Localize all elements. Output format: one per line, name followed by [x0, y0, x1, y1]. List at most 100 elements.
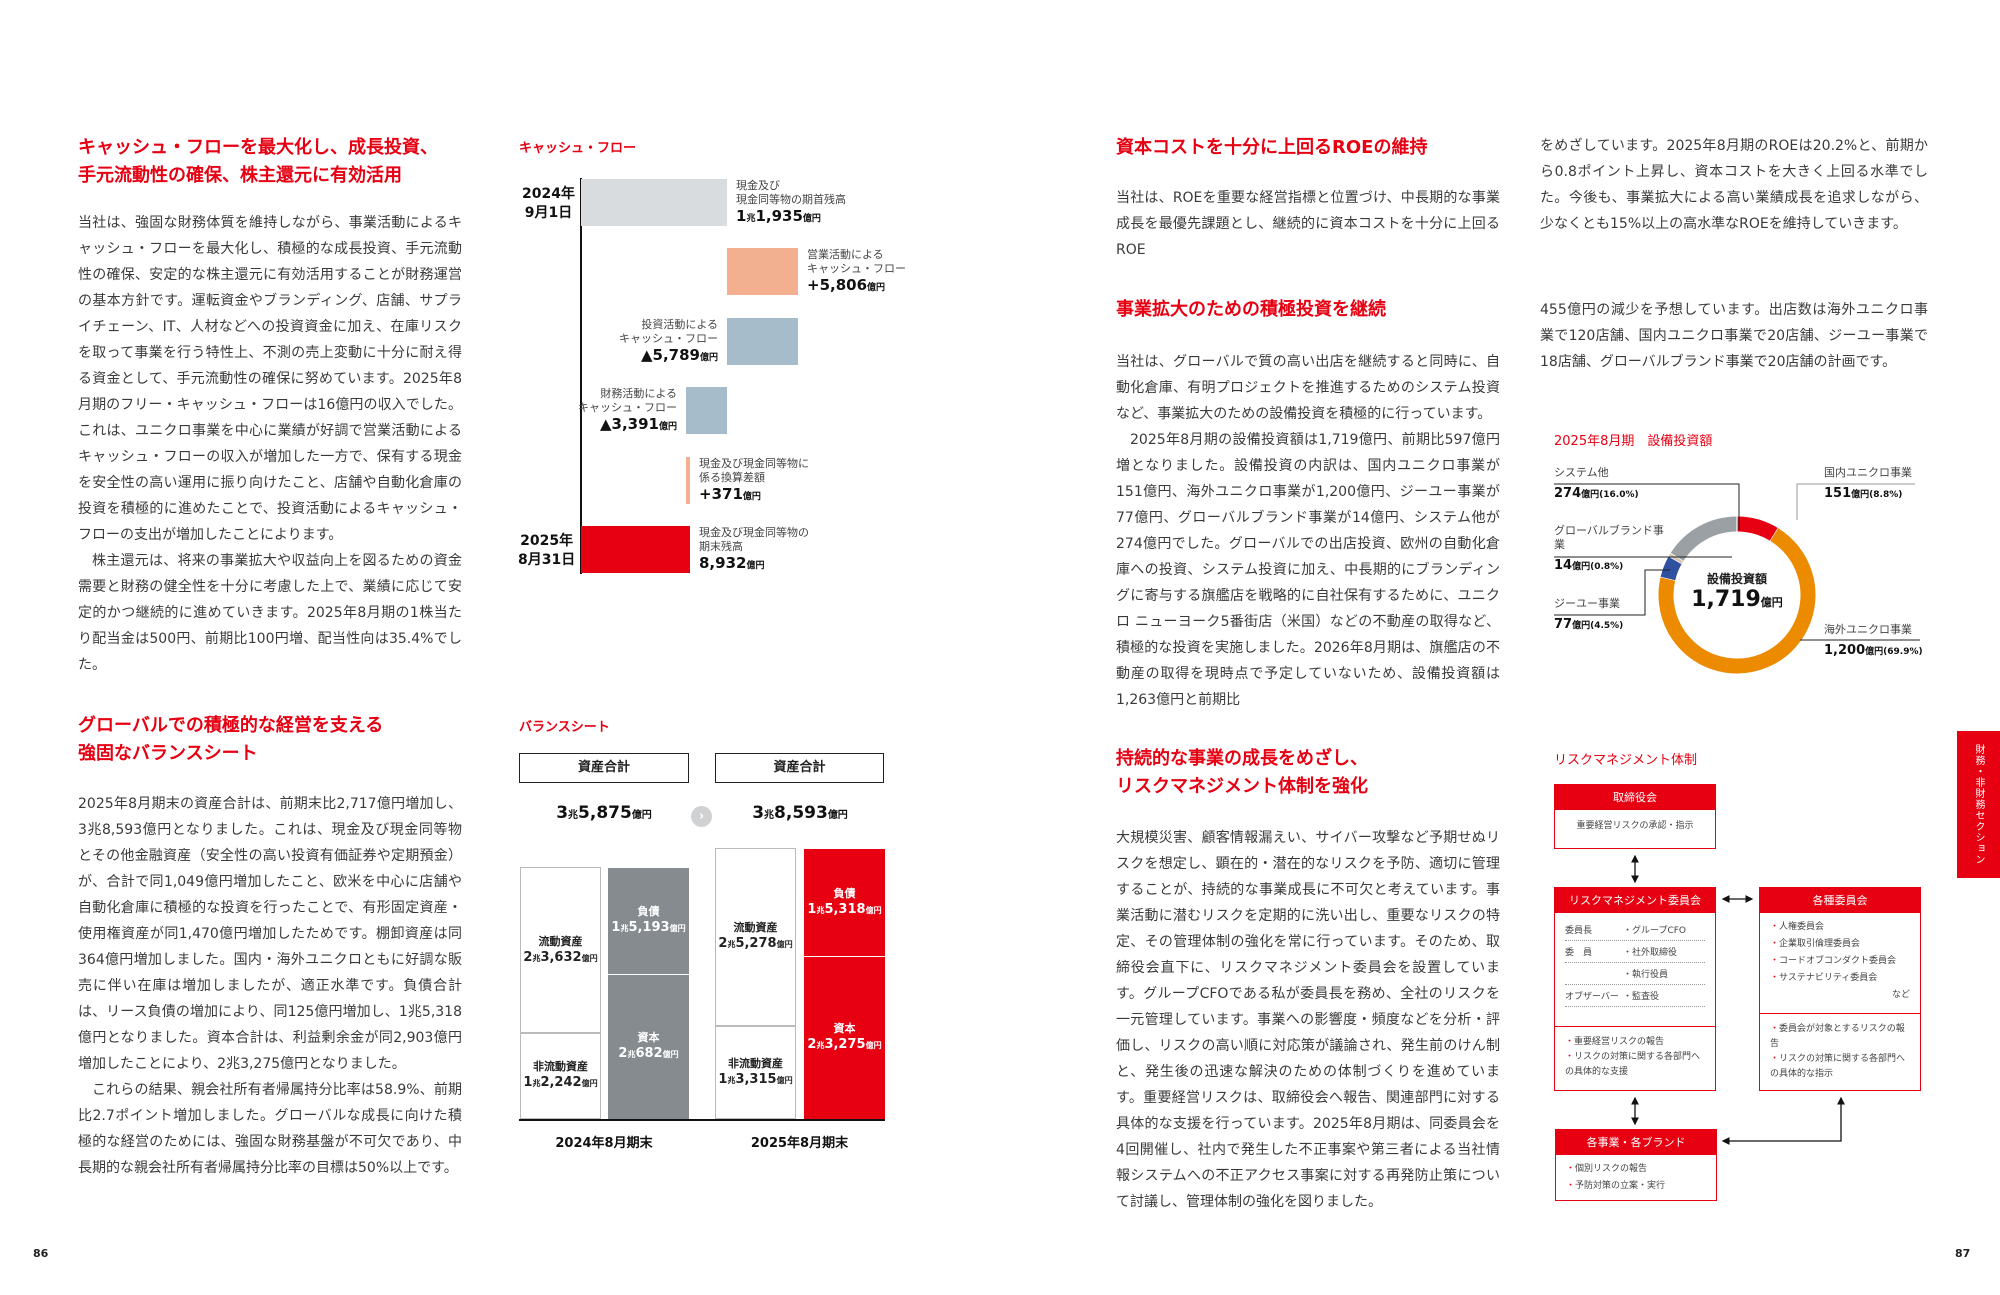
date: 8月31日: [518, 552, 576, 568]
leader-line-domestic: [1796, 483, 1915, 520]
box-text: 重要経営リスクの承認・指示: [1576, 821, 1694, 831]
legend-domestic-uniqlo: 国内ユニクロ事業 151億円(8.8%): [1824, 466, 1912, 501]
center-value: 1,719: [1691, 587, 1761, 612]
risk-body: 大規模災害、顧客情報漏えい、サイバー攻撃など予期せぬリスクを想定し、顕在的・潜在…: [1116, 830, 1500, 1210]
roe-heading: 資本コストを十分に上回るROEの維持: [1116, 137, 1428, 158]
paragraph: これらの結果、親会社所有者帰属持分比率は58.9%、前期比2.7ポイント増加しま…: [78, 1082, 462, 1176]
bs-block-負債: 負債 1兆5,193億円: [608, 867, 689, 974]
business-box: 各事業・各ブランド ・個別リスクの報告 ・予防対策の立案・実行: [1555, 1129, 1717, 1201]
paragraph: 2025年8月期末の資産合計は、前期末比2,717億円増加し、3兆8,593億円…: [78, 796, 462, 1072]
box-title: 各種委員会: [1760, 888, 1920, 913]
value: +371億円: [699, 485, 761, 503]
block-name: 負債: [637, 905, 660, 919]
heading-line: 強固なバランスシート: [78, 743, 258, 764]
capex-donut-chart: [1554, 483, 1920, 674]
legend-global-brand: グローバルブランド事業 14億円(0.8%): [1554, 524, 1674, 573]
committees-box: 各種委員会 ・人権委員会 ・企業取引倫理委員会 ・コードオブコンダクト委員会 ・…: [1759, 887, 1921, 1091]
label: 期末残高: [699, 540, 743, 553]
page-number-right: 87: [1955, 1247, 1971, 1260]
box-title: リスクマネジメント委員会: [1555, 888, 1715, 913]
block-name: 資本: [637, 1031, 660, 1045]
block-name: 資本: [833, 1022, 856, 1036]
donut-center: 設備投資額 1,719億円: [1690, 570, 1784, 612]
legend-overseas-uniqlo: 海外ユニクロ事業 1,200億円(69.9%): [1824, 623, 1923, 658]
donut-slice-4: [1670, 516, 1738, 562]
label: 営業活動による: [807, 248, 884, 261]
bs-block-流動資産: 流動資産 2兆5,278億円: [715, 848, 796, 1026]
donut-slice-1: [1658, 528, 1816, 674]
leader-line-system: [1554, 483, 1740, 530]
waterfall-bar-5: [581, 526, 691, 573]
block-value: 1兆5,193億円: [611, 920, 686, 936]
wf-label-start: 現金及び 現金同等物の期首残高 1兆1,935億円: [736, 179, 846, 225]
risk-diagram-title: リスクマネジメント体制: [1554, 753, 1698, 768]
diagram-arrows: [1631, 854, 1845, 1145]
box-title: 各事業・各ブランド: [1556, 1130, 1716, 1155]
wf-label-end: 現金及び現金同等物の 期末残高 8,932億円: [699, 526, 809, 572]
block-value: 1兆5,318億円: [807, 901, 882, 917]
legend-system: システム他 274億円(16.0%): [1554, 466, 1639, 501]
slice-name: ジーユー事業: [1554, 597, 1620, 610]
waterfall-bar-3: [685, 387, 728, 434]
risk-heading: 持続的な事業の成長をめざし、 リスクマネジメント体制を強化: [1116, 745, 1368, 801]
bs-block-資本: 資本 2兆3,275億円: [804, 955, 885, 1119]
label: キャッシュ・フロー: [807, 262, 906, 275]
label: 投資活動による: [641, 318, 718, 331]
block-name: 非流動資産: [728, 1056, 783, 1070]
heading-line: グローバルでの積極的な経営を支える: [78, 715, 384, 736]
waterfall-bar-4: [685, 457, 691, 504]
block-value: 2兆3,275億円: [807, 1037, 882, 1053]
block-name: 負債: [833, 886, 856, 900]
value: ▲5,789億円: [641, 346, 718, 364]
slice-name: グローバルブランド事業: [1554, 524, 1664, 551]
year: 2024年: [522, 186, 575, 202]
date: 9月1日: [524, 205, 573, 221]
bs-block-資本: 資本 2兆682億円: [608, 973, 689, 1119]
value: 1兆1,935億円: [736, 207, 821, 225]
center-label: 設備投資額: [1706, 572, 1767, 586]
roe-body-part2: をめざしています。2025年8月期のROEは20.2%と、前期から0.8ポイント…: [1540, 138, 1928, 232]
roe-body-part1: 当社は、ROEを重要な経営指標と位置づけ、中長期的な事業成長を最優先課題とし、継…: [1116, 190, 1500, 258]
year: 2025年: [520, 533, 574, 549]
wf-label-operating: 営業活動による キャッシュ・フロー +5,806億円: [807, 248, 906, 294]
label: 財務活動による: [600, 387, 677, 400]
capex-body: 当社は、グローバルで質の高い出店を継続すると同時に、自動化倉庫、有明プロジェクト…: [1116, 349, 1500, 713]
label: 現金及び現金同等物に: [699, 457, 809, 470]
block-name: 流動資産: [733, 921, 778, 935]
cashflow-chart-title: キャッシュ・フロー: [519, 141, 637, 156]
waterfall-bar-2: [727, 318, 799, 365]
legend-gu: ジーユー事業 77億円(4.5%): [1554, 597, 1624, 632]
wf-label-financing: 財務活動による キャッシュ・フロー ▲3,391億円: [560, 387, 677, 433]
end-date-label: 2025年 8月31日: [518, 532, 575, 570]
label: 現金及び: [736, 179, 780, 192]
box-title: 取締役会: [1555, 785, 1715, 810]
start-date-label: 2024年 9月1日: [522, 185, 575, 223]
member-list: 委員長 ・グループCFO 委 員・社外取締役 ・執行役員 オブザーバー ・監査役: [1555, 913, 1715, 1027]
total-assets-box-2025: 資産合計: [715, 753, 884, 783]
waterfall-axis: [580, 178, 582, 574]
bs-block-負債: 負債 1兆5,318億円: [804, 848, 885, 956]
label: 現金同等物の期首残高: [736, 193, 846, 206]
leader-line-gu: [1554, 569, 1670, 616]
capex-chart-title: 2025年8月期 設備投資額: [1554, 434, 1713, 449]
value: 8,932億円: [699, 554, 765, 572]
wf-label-fx: 現金及び現金同等物に 係る換算差額 +371億円: [699, 457, 809, 503]
paragraph: 当社は、グローバルで質の高い出店を継続すると同時に、自動化倉庫、有明プロジェクト…: [1116, 354, 1500, 422]
bs-block-流動資産: 流動資産 2兆3,632億円: [520, 867, 601, 1034]
cashflow-heading: キャッシュ・フローを最大化し、成長投資、 手元流動性の確保、株主還元に有効活用: [78, 134, 438, 190]
section-side-tab[interactable]: 財務・非財務セクション: [1957, 731, 2000, 878]
donut-slice-0: [1736, 516, 1779, 542]
block-value: 1兆2,242億円: [523, 1075, 598, 1091]
slice-name: 海外ユニクロ事業: [1824, 623, 1912, 636]
leader-lines: [1554, 483, 1920, 641]
wf-label-investing: 投資活動による キャッシュ・フロー ▲5,789億円: [600, 318, 718, 364]
period-label-2024: 2024年8月期末: [555, 1136, 653, 1151]
arrow-business-committees: [1721, 1096, 1845, 1145]
block-value: 2兆682億円: [618, 1046, 679, 1062]
block-value: 2兆3,632億円: [523, 949, 598, 965]
paragraph: 株主還元は、将来の事業拡大や収益向上を図るための資金需要と財務の健全性を十分に考…: [78, 553, 462, 673]
slice-name: システム他: [1554, 466, 1609, 479]
capex-body-cont: 455億円の減少を予想しています。出店数は海外ユニクロ事業で120店舗、国内ユニ…: [1540, 302, 1928, 370]
bs-block-非流動資産: 非流動資産 1兆2,242億円: [520, 1033, 601, 1119]
cashflow-body: 当社は、強固な財務体質を維持しながら、事業活動によるキャッシュ・フローを最大化し…: [78, 210, 462, 678]
